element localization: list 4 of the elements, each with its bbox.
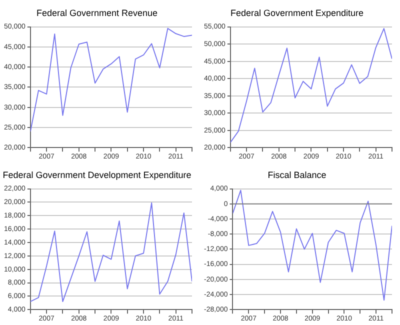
chart-title: Federal Government Expenditure xyxy=(230,8,364,18)
chart-title: Federal Government Development Expenditure xyxy=(2,170,192,180)
chart-title: Federal Government Revenue xyxy=(36,8,158,18)
chart-title: Fiscal Balance xyxy=(268,170,326,180)
